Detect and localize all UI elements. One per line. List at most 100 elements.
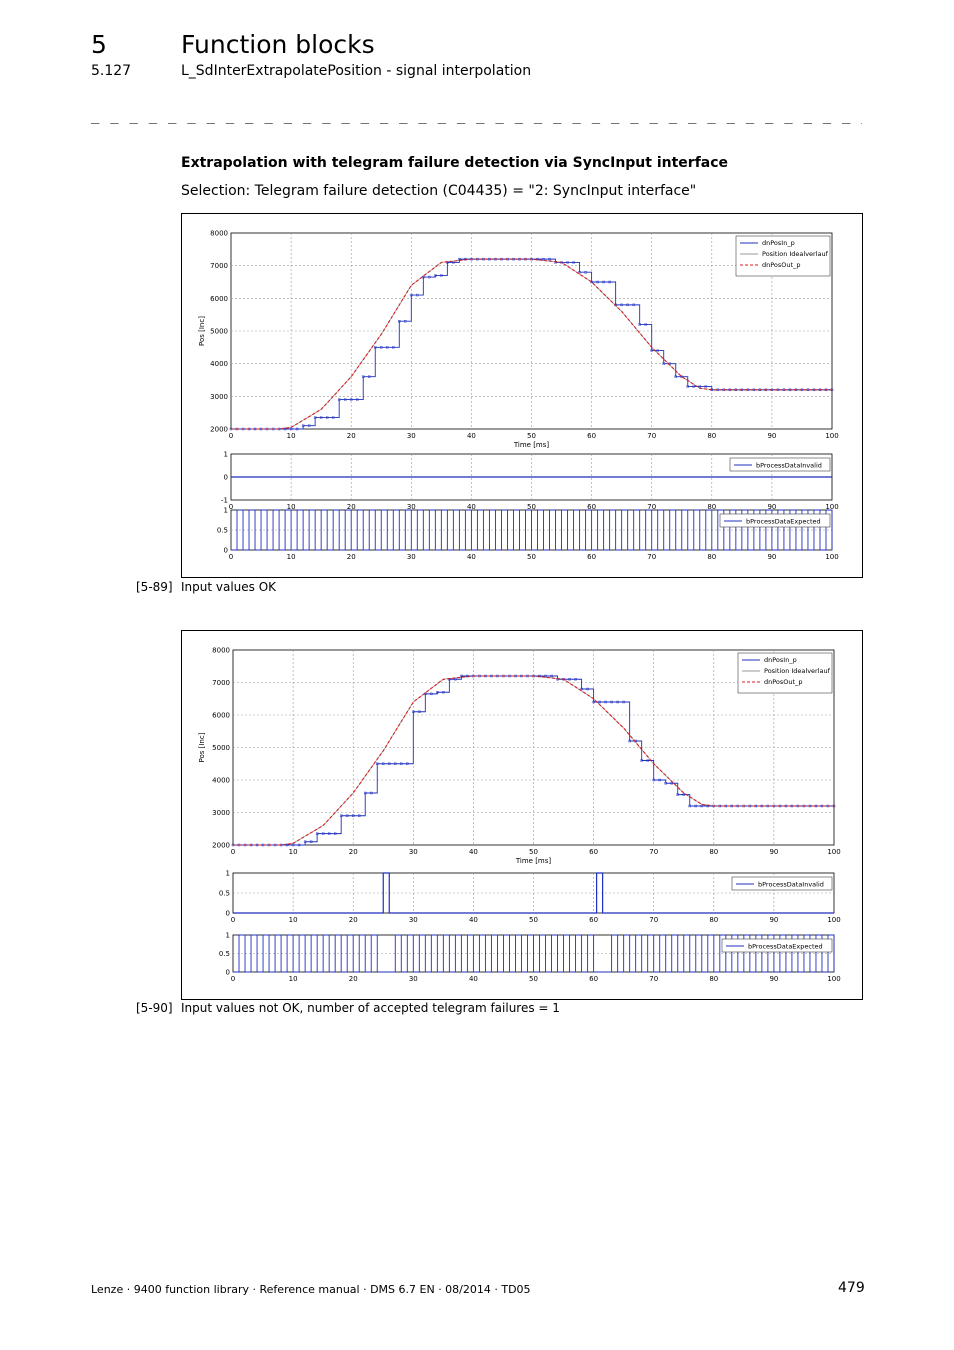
fig2-expected-x-tick-label: 90 [769,975,778,983]
fig1-pos-x-axis-label: Time [ms] [513,441,550,449]
fig2-expected-legend-label: bProcessDataExpected [748,943,823,951]
fig1-expected-x-tick-label: 0 [229,553,233,561]
fig2-pos-y-axis-label: Pos [Inc] [198,732,206,762]
fig1-invalid-x-tick-label: 0 [229,503,233,511]
fig2-series-dnposout-line [233,675,834,846]
fig2-pos-x-axis-label: Time [ms] [515,857,552,865]
fig1-dnposin-marker [331,416,335,419]
fig2-dnposin-marker [364,791,367,795]
figure-2-caption-number: [5-90] [136,1001,173,1015]
fig2-dnposin-marker [370,791,373,795]
fig1-invalid-legend-box [729,457,831,472]
selection-text: Selection: Telegram failure detection (C… [181,183,697,199]
fig1-dnposin-marker [704,385,707,388]
fig1-dnposin-marker [368,375,371,378]
fig2-dnposin-marker [676,793,679,796]
fig2-dnposin-marker [658,778,661,782]
fig2-series-dnposin-line [233,675,834,846]
fig1-pos-y-tick-label: 7000 [210,262,228,270]
fig2-pos-x-tick-label: 90 [769,848,778,856]
fig2-pos-x-tick-label: 10 [289,848,298,856]
fig1-dnposin-marker [692,385,695,388]
fig1-dnposin-marker [572,261,575,264]
fig1-invalid-x-tick-label: 60 [587,503,596,511]
fig2-dnposin-marker [664,782,667,785]
fig1-invalid-legend-label: bProcessDataInvalid [756,462,822,470]
fig2-dnposin-marker [382,762,385,765]
fig1-series-dnposin-line [231,258,832,430]
fig1-dnposin-marker [416,293,419,297]
fig1-pos-legend-label: dnPosOut_p [762,261,800,269]
figure-2-caption-text: Input values not OK, number of accepted … [181,1001,560,1015]
fig1-pos-y-tick-label: 3000 [210,393,228,401]
fig2-dnposin-marker [394,762,397,765]
fig2-pos-x-tick-label: 80 [709,848,718,856]
fig1-expected-x-tick-label: 100 [825,553,838,561]
fig2-dnposin-marker [586,687,589,691]
fig2-dnposin-marker [640,759,643,762]
fig2-invalid-x-tick-label: 60 [589,916,598,924]
fig1-expected-y-tick-label: 0 [224,547,228,555]
fig2-pos-legend-label: dnPosOut_p [764,678,802,686]
chapter-number: 5 [91,30,107,59]
fig2-expected-x-tick-label: 60 [589,975,598,983]
fig1-dnposin-marker [686,385,689,388]
header-divider: _ _ _ _ _ _ _ _ _ _ _ _ _ _ _ _ _ _ _ _ … [91,108,862,124]
fig2-pos-y-tick-label: 3000 [212,809,230,817]
fig2-dnposin-marker [339,814,343,817]
fig1-dnposin-marker [404,319,407,323]
fig1-dnposin-marker [319,416,323,419]
fig1-invalid-x-tick-label: 80 [707,503,716,511]
fig2-dnposin-marker [610,700,613,704]
fig1-dnposin-marker [596,280,599,284]
fig1-expected-legend-label: bProcessDataExpected [746,518,821,526]
fig1-invalid-y-tick-label: -1 [221,497,228,505]
fig1-pos-x-tick-label: 50 [527,432,536,440]
fig2-dnposin-marker [568,678,571,681]
fig1-invalid-x-tick-label: 70 [647,503,656,511]
fig1-dnposin-marker [584,271,587,274]
fig2-dnposin-marker [418,710,421,713]
fig2-pos-x-tick-label: 40 [469,848,478,856]
fig2-dnposin-marker [652,778,655,782]
figure-1-caption-number: [5-89] [136,580,173,594]
fig2-pos-y-tick-label: 2000 [212,842,230,850]
fig1-pos-x-tick-label: 10 [287,432,296,440]
fig1-dnposin-marker [632,303,635,307]
fig2-invalid-y-tick-label: 1 [226,870,230,878]
fig1-dnposin-marker [374,346,377,349]
fig1-dnposin-marker [536,257,539,261]
fig1-dnposin-marker [301,424,305,427]
fig1-dnposin-marker [440,274,443,277]
fig2-invalid-x-tick-label: 90 [769,916,778,924]
fig2-dnposin-marker [604,700,607,704]
fig2-dnposin-marker [592,700,595,704]
fig2-pos-y-tick-label: 5000 [212,744,230,752]
fig1-dnposin-marker [602,280,605,284]
fig1-dnposin-marker [380,346,383,349]
fig2-expected-x-tick-label: 50 [529,975,538,983]
fig1-expected-x-tick-label: 20 [347,553,356,561]
fig2-invalid-legend-box [731,876,833,891]
fig1-dnposin-marker [650,349,653,352]
fig1-invalid-x-tick-label: 40 [467,503,476,511]
fig1-expected-x-tick-label: 80 [707,553,716,561]
fig1-dnposin-marker [620,303,623,307]
subheading: Extrapolation with telegram failure dete… [181,155,729,171]
fig2-dnposin-marker [544,674,547,678]
fig2-invalid-x-tick-label: 100 [827,916,840,924]
fig2-pos-y-tick-label: 8000 [212,647,230,655]
fig1-dnposin-marker [566,261,569,264]
fig1-expected-signal-line [231,509,833,551]
fig1-pos-x-tick-label: 70 [647,432,656,440]
fig2-pos-x-tick-label: 50 [529,848,538,856]
fig2-dnposin-marker [333,832,337,835]
fig1-expected-y-tick-label: 1 [224,507,228,515]
fig2-dnposin-marker [430,692,433,696]
fig1-dnposin-marker [428,275,431,279]
fig1-dnposin-marker [698,385,701,388]
fig2-dnposin-marker [646,759,649,762]
fig1-series-dnposout-line [231,258,832,430]
fig2-invalid-x-tick-label: 80 [709,916,718,924]
fig1-dnposin-marker [662,362,665,365]
